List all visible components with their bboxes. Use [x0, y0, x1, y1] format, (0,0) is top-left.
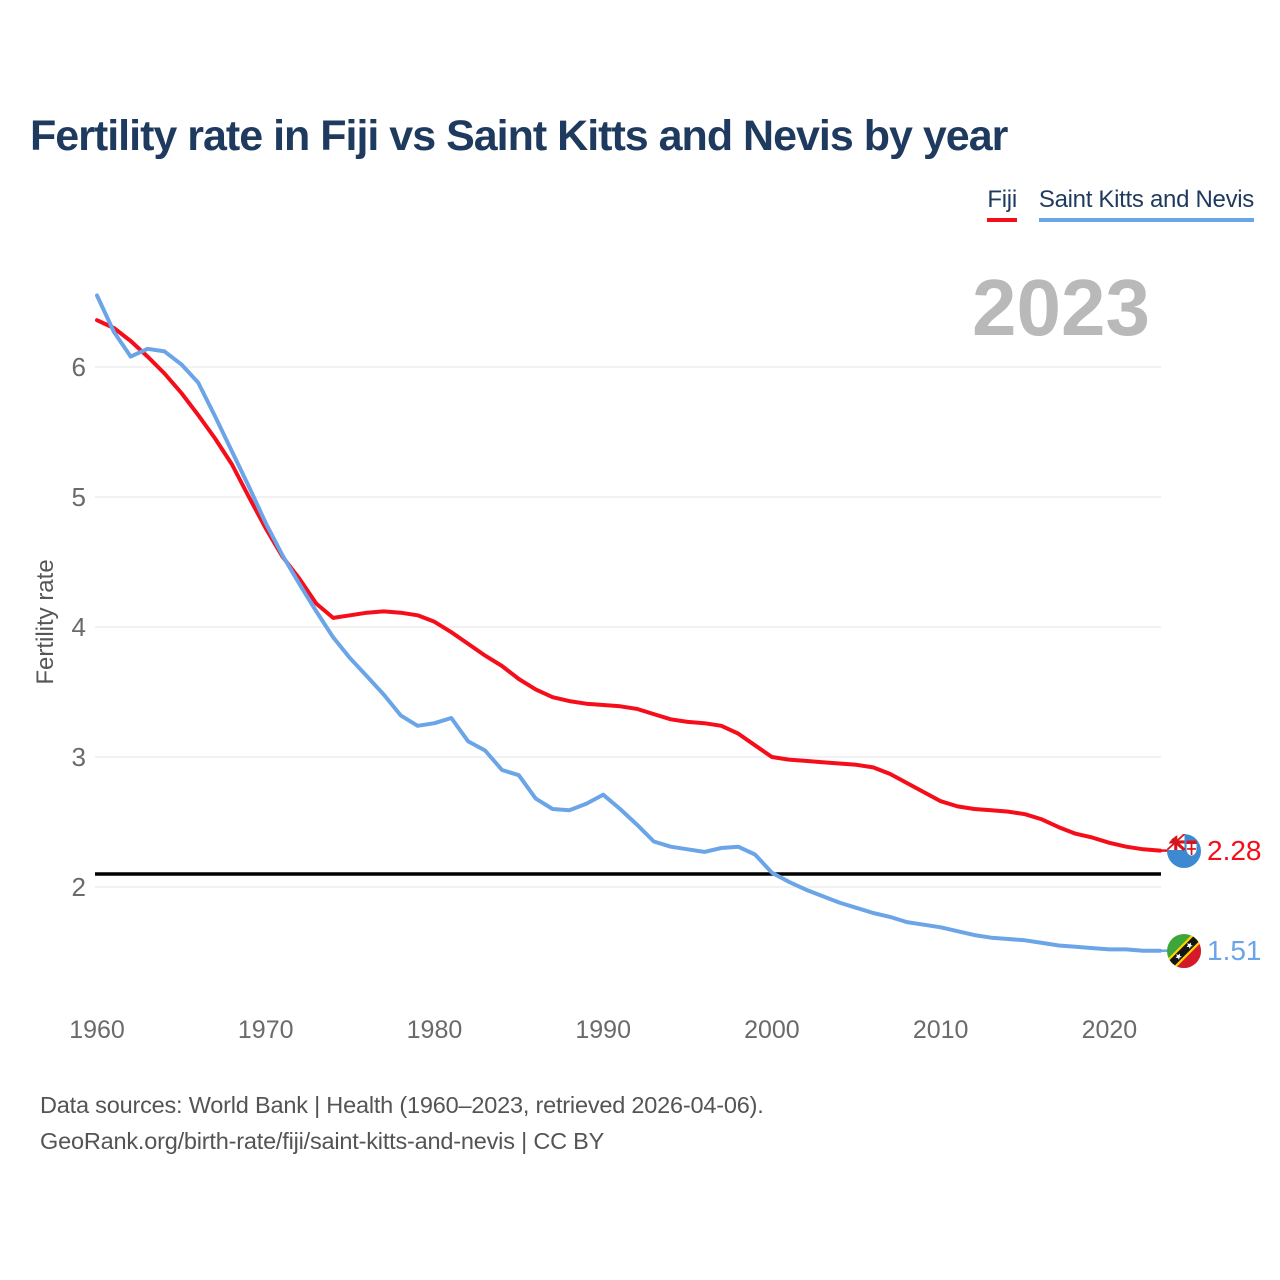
- x-tick-label-1990: 1990: [575, 1016, 631, 1044]
- x-tick-label-1960: 1960: [69, 1016, 125, 1044]
- legend-item-fiji[interactable]: Fiji: [987, 186, 1017, 222]
- y-tick-label-4: 4: [72, 612, 86, 642]
- y-tick-label-3: 3: [72, 742, 86, 772]
- fiji-flag-icon: [1167, 833, 1201, 868]
- x-tick-label-1970: 1970: [238, 1016, 294, 1044]
- fiji-end-value: 2.28: [1207, 834, 1262, 866]
- page-title: Fertility rate in Fiji vs Saint Kitts an…: [30, 112, 1008, 160]
- x-tick-label-1980: 1980: [407, 1016, 463, 1044]
- year-watermark: 2023: [972, 263, 1150, 352]
- x-tick-label-2020: 2020: [1082, 1016, 1138, 1044]
- footer-line-1: Data sources: World Bank | Health (1960–…: [40, 1092, 764, 1118]
- y-tick-label-6: 6: [72, 352, 86, 382]
- x-tick-label-2000: 2000: [744, 1016, 800, 1044]
- legend: Fiji Saint Kitts and Nevis: [987, 186, 1254, 222]
- saint-kitts-and-nevis-line-series: [95, 293, 1162, 953]
- fiji-line-series: [95, 318, 1162, 853]
- footer-line-2: GeoRank.org/birth-rate/fiji/saint-kitts-…: [40, 1128, 605, 1154]
- y-tick-label-5: 5: [72, 482, 86, 512]
- legend-item-saint-kitts-and-nevis[interactable]: Saint Kitts and Nevis: [1038, 186, 1254, 222]
- x-tick-label-2010: 2010: [913, 1016, 969, 1044]
- data-source-note: Data sources: World Bank | Health (1960–…: [40, 1087, 764, 1159]
- saint-kitts-and-nevis-end-value: 1.51: [1207, 934, 1262, 966]
- saint-kitts-and-nevis-flag-icon: [1167, 933, 1201, 968]
- y-tick-label-2: 2: [72, 872, 86, 902]
